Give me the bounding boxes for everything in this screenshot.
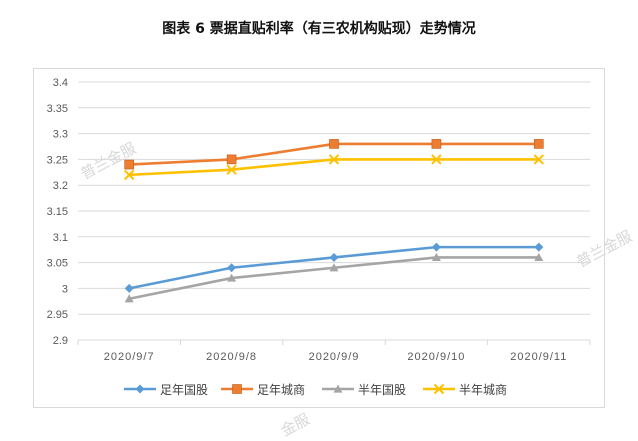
chart-frame — [33, 68, 605, 408]
y-tick-label: 3 — [62, 283, 68, 295]
y-tick-label: 3.2 — [53, 180, 68, 192]
data-point — [431, 154, 442, 165]
data-point — [431, 252, 441, 262]
chart-title: 图表 6 票据直贴利率（有三农机构贴现）走势情况 — [162, 21, 476, 37]
data-point — [329, 139, 339, 149]
x-tick-label: 2020/9/11 — [510, 351, 567, 363]
legend-label: 足年国股 — [160, 383, 208, 397]
y-tick-label: 3.05 — [47, 258, 68, 270]
legend-marker — [433, 383, 445, 395]
legend-marker — [232, 384, 242, 394]
series-2 — [124, 252, 544, 303]
data-point — [124, 294, 134, 303]
x-tick-label: 2020/9/8 — [206, 351, 257, 363]
data-point — [329, 263, 339, 272]
legend-label: 半年城商 — [459, 382, 507, 397]
data-point — [227, 273, 237, 282]
y-tick-label: 3.1 — [53, 232, 68, 244]
data-point — [533, 139, 544, 149]
legend-entry: 足年城商 — [221, 382, 305, 397]
legend-label: 半年国股 — [358, 383, 406, 397]
x-axis-tick-labels: 2020/9/7 2020/9/8 2020/9/9 2020/9/10 2020/9/… — [104, 351, 567, 363]
x-tick-label: 2020/9/10 — [407, 351, 465, 363]
legend-label: 足年城商 — [257, 382, 305, 397]
y-tick-label: 3.15 — [47, 206, 68, 218]
legend: 足年国股 足年城商 半年国股 半年城商 — [124, 382, 507, 397]
y-tick-label: 2.95 — [47, 309, 68, 321]
y-tick-label: 3.3 — [53, 129, 68, 141]
legend-marker — [135, 384, 145, 394]
y-tick-label: 3.4 — [53, 77, 68, 89]
data-point — [124, 283, 134, 293]
data-point — [329, 252, 339, 262]
legend-entry: 半年城商 — [423, 382, 507, 397]
y-tick-label: 3.35 — [47, 103, 68, 115]
series-0 — [124, 242, 544, 293]
data-point — [534, 242, 544, 252]
data-point — [431, 139, 442, 149]
y-axis-tick-labels: 3.4 3.35 3.3 3.25 3.2 3.15 3.1 3.05 3 2.95 2.9 — [47, 77, 68, 347]
legend-marker — [333, 384, 343, 393]
y-tick-label: 3.25 — [47, 154, 68, 166]
legend-entry: 半年国股 — [322, 383, 406, 397]
x-tick-label: 2020/9/7 — [104, 351, 155, 363]
data-point — [431, 242, 441, 252]
series-3 — [123, 154, 545, 181]
data-point — [534, 252, 544, 262]
series-1 — [124, 139, 544, 170]
legend-entry: 足年国股 — [124, 383, 208, 397]
x-tick-label: 2020/9/9 — [309, 351, 360, 363]
series-lines — [123, 139, 545, 303]
data-point — [533, 154, 545, 165]
data-point — [123, 169, 135, 181]
data-point — [226, 154, 237, 165]
data-point — [226, 164, 237, 175]
gridlines — [77, 81, 591, 345]
data-point — [227, 263, 237, 273]
data-point — [124, 159, 134, 170]
y-tick-label: 2.9 — [53, 335, 68, 347]
data-point — [328, 154, 340, 165]
